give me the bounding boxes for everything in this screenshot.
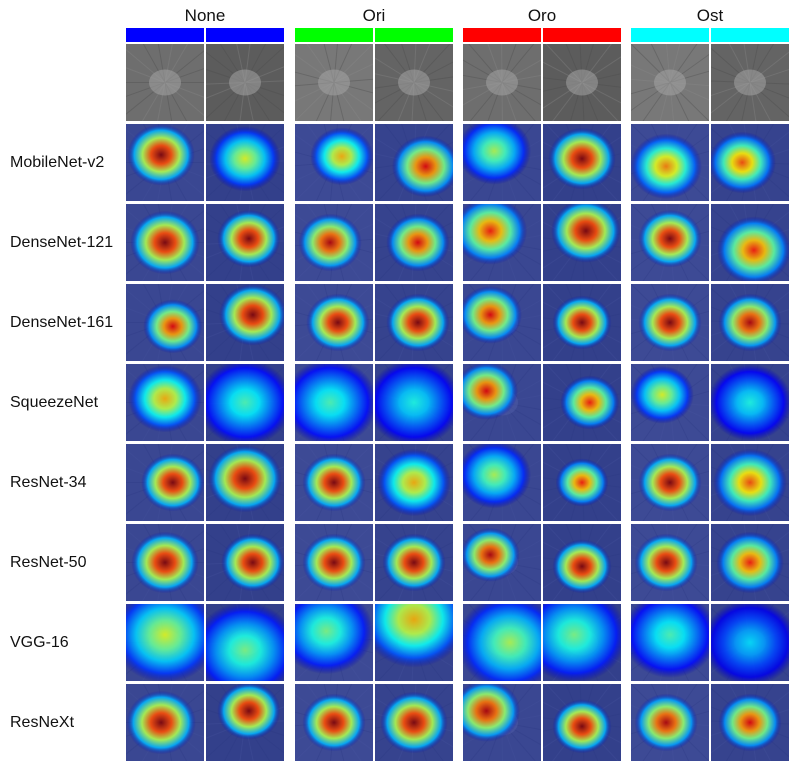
grad-cam-heatmap bbox=[375, 364, 453, 441]
row-label-model: ResNet-50 bbox=[10, 553, 87, 571]
grad-cam-heatmap bbox=[126, 444, 204, 521]
grad-cam-heatmap bbox=[206, 684, 284, 761]
grad-cam-heatmap bbox=[126, 524, 204, 601]
grad-cam-heatmap bbox=[126, 364, 204, 441]
grad-cam-heatmap bbox=[543, 604, 621, 681]
grad-cam-heatmap bbox=[543, 284, 621, 361]
grad-cam-heatmap bbox=[631, 684, 709, 761]
grad-cam-heatmap bbox=[206, 124, 284, 201]
grad-cam-heatmap bbox=[631, 284, 709, 361]
grad-cam-heatmap bbox=[206, 604, 284, 681]
grad-cam-heatmap bbox=[631, 444, 709, 521]
grad-cam-heatmap bbox=[206, 524, 284, 601]
ct-patch-image bbox=[711, 44, 789, 121]
grad-cam-heatmap bbox=[631, 604, 709, 681]
grad-cam-heatmap bbox=[295, 124, 373, 201]
grad-cam-heatmap bbox=[631, 124, 709, 201]
grad-cam-heatmap bbox=[711, 124, 789, 201]
grad-cam-heatmap bbox=[295, 284, 373, 361]
grad-cam-heatmap bbox=[375, 124, 453, 201]
grad-cam-heatmap bbox=[375, 524, 453, 601]
grad-cam-heatmap bbox=[126, 124, 204, 201]
column-color-bar bbox=[295, 28, 373, 42]
column-title-oro: Oro bbox=[527, 6, 557, 25]
column-color-bar bbox=[206, 28, 284, 42]
column-color-bar bbox=[463, 28, 541, 42]
grad-cam-heatmap bbox=[295, 364, 373, 441]
ct-patch-image bbox=[295, 44, 373, 121]
grad-cam-heatmap bbox=[711, 524, 789, 601]
grad-cam-heatmap bbox=[631, 364, 709, 441]
grad-cam-heatmap bbox=[206, 444, 284, 521]
grad-cam-heatmap bbox=[631, 204, 709, 281]
grad-cam-heatmap bbox=[711, 444, 789, 521]
grad-cam-heatmap bbox=[375, 604, 453, 681]
column-title-ori: Ori bbox=[362, 6, 386, 25]
grad-cam-heatmap bbox=[543, 124, 621, 201]
grad-cam-heatmap bbox=[543, 684, 621, 761]
grad-cam-heatmap bbox=[375, 204, 453, 281]
grad-cam-heatmap bbox=[463, 364, 541, 441]
grad-cam-heatmap bbox=[126, 284, 204, 361]
row-label-model: DenseNet-121 bbox=[10, 233, 114, 251]
grad-cam-heatmap bbox=[463, 604, 541, 681]
grad-cam-heatmap bbox=[463, 444, 541, 521]
grad-cam-heatmap bbox=[126, 604, 204, 681]
grad-cam-heatmap bbox=[206, 204, 284, 281]
row-label-model: SqueezeNet bbox=[10, 393, 99, 411]
grad-cam-heatmap bbox=[543, 524, 621, 601]
grad-cam-heatmap bbox=[126, 684, 204, 761]
grad-cam-heatmap bbox=[711, 204, 789, 281]
row-label-model: ResNeXt bbox=[10, 713, 75, 731]
grad-cam-heatmap bbox=[463, 684, 541, 761]
grad-cam-heatmap bbox=[463, 204, 541, 281]
column-color-bar bbox=[543, 28, 621, 42]
grad-cam-heatmap bbox=[126, 204, 204, 281]
ct-patch-image bbox=[126, 44, 204, 121]
grad-cam-heatmap bbox=[206, 284, 284, 361]
grad-cam-heatmap bbox=[463, 124, 541, 201]
column-color-bar bbox=[631, 28, 709, 42]
grad-cam-heatmap bbox=[463, 524, 541, 601]
row-label-model: ResNet-34 bbox=[10, 473, 87, 491]
grad-cam-heatmap bbox=[295, 204, 373, 281]
grad-cam-heatmap bbox=[711, 604, 789, 681]
grad-cam-heatmap bbox=[543, 364, 621, 441]
ct-patch-image bbox=[543, 44, 621, 121]
grad-cam-heatmap bbox=[206, 364, 284, 441]
grad-cam-heatmap bbox=[375, 684, 453, 761]
grad-cam-heatmap bbox=[711, 364, 789, 441]
grad-cam-heatmap bbox=[631, 524, 709, 601]
ct-patch-image bbox=[631, 44, 709, 121]
column-color-bar bbox=[126, 28, 204, 42]
grad-cam-heatmap bbox=[543, 204, 621, 281]
grad-cam-heatmap bbox=[375, 444, 453, 521]
grad-cam-heatmap bbox=[463, 284, 541, 361]
row-label-model: VGG-16 bbox=[10, 633, 69, 651]
grad-cam-heatmap bbox=[711, 284, 789, 361]
grad-cam-heatmap bbox=[295, 684, 373, 761]
grad-cam-heatmap bbox=[295, 604, 373, 681]
grad-cam-heatmap bbox=[295, 444, 373, 521]
grad-cam-heatmap bbox=[375, 284, 453, 361]
column-color-bar bbox=[711, 28, 789, 42]
grad-cam-heatmap bbox=[295, 524, 373, 601]
column-title-none: None bbox=[184, 6, 226, 25]
ct-patch-image bbox=[375, 44, 453, 121]
row-label-model: MobileNet-v2 bbox=[10, 153, 105, 171]
ct-patch-image bbox=[206, 44, 284, 121]
row-label-model: DenseNet-161 bbox=[10, 313, 114, 331]
grad-cam-heatmap bbox=[711, 684, 789, 761]
grad-cam-heatmap bbox=[543, 444, 621, 521]
ct-patch-image bbox=[463, 44, 541, 121]
column-color-bar bbox=[375, 28, 453, 42]
column-title-ost: Ost bbox=[696, 6, 724, 25]
